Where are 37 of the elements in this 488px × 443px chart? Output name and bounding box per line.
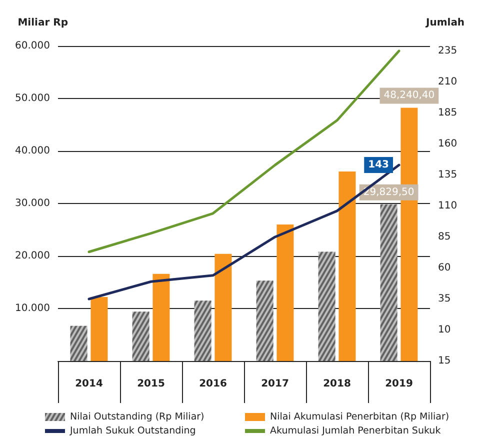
y2-tick-label: 15 [438, 356, 451, 366]
x-tick-label: 2018 [323, 378, 351, 390]
data-label: 48,240,40 [384, 90, 435, 102]
bar [152, 274, 170, 361]
y-tick-label: 50.000 [15, 93, 50, 104]
y-tick-label: 30.000 [15, 198, 50, 209]
bar [338, 171, 356, 361]
legend-label: Akumulasi Jumlah Penerbitan Sukuk [270, 426, 442, 436]
data-label: 29,829,50 [363, 186, 414, 198]
y2-tick-label: 10 [438, 324, 451, 336]
data-label: 143 [368, 160, 390, 171]
x-tick-label: 2014 [75, 378, 103, 390]
x-tick-label: 2015 [137, 378, 165, 390]
y2-tick-label: 135 [438, 169, 458, 180]
y-axis-title: Miliar Rp [18, 18, 68, 28]
y2-tick-label: 160 [438, 138, 458, 150]
legend-label: Jumlah Sukuk Outstanding [69, 426, 196, 436]
y-tick-label: 40.000 [15, 146, 50, 156]
y-tick-label: 60.000 [15, 40, 50, 52]
x-tick-label: 2016 [199, 378, 227, 390]
y2-tick-label: 235 [438, 45, 458, 56]
legend-label: Nilai Outstanding (Rp Miliar) [70, 412, 204, 422]
x-tick-label: 2017 [261, 378, 289, 390]
legend-label: Nilai Akumulasi Penerbitan (Rp Miliar) [270, 412, 450, 422]
bar [214, 254, 232, 361]
y-tick-label: 20.000 [15, 250, 50, 262]
y2-tick-label: 35 [438, 293, 451, 304]
y2-tick-label: 85 [438, 231, 451, 242]
bar [276, 224, 294, 361]
y2-tick-label: 60 [438, 262, 451, 274]
y2-axis-title: Jumlah [425, 18, 465, 28]
y2-tick-label: 110 [438, 200, 458, 212]
x-tick-label: 2019 [385, 378, 413, 390]
y2-tick-label: 185 [438, 107, 458, 118]
y2-tick-label: 210 [438, 76, 458, 88]
bar [90, 296, 108, 361]
y-tick-label: 10.000 [15, 303, 50, 314]
